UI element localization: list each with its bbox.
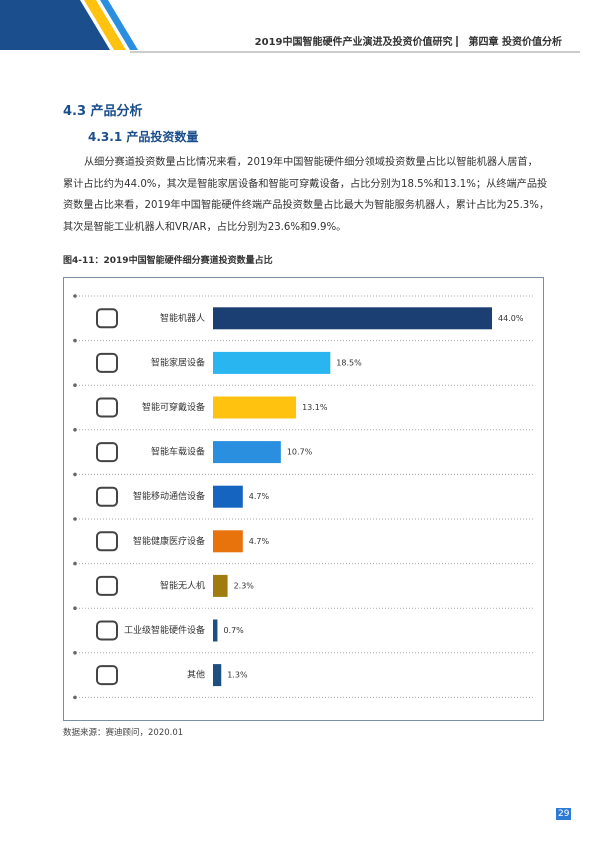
header-decoration — [0, 0, 580, 53]
value-label: 1.3% — [227, 671, 248, 680]
bar — [213, 664, 222, 687]
category-icon — [96, 665, 118, 686]
row-dot — [73, 428, 77, 432]
page-number: 29 — [556, 808, 572, 820]
row-dot — [73, 606, 77, 610]
category-label: 智能移动通信设备 — [133, 490, 205, 502]
paragraph: 从细分赛道投资数量占比情况来看，2019年中国智能硬件细分领域投资数量占比以智能… — [63, 152, 550, 238]
bar — [213, 396, 297, 419]
value-label: 2.3% — [234, 581, 255, 590]
value-label: 18.5% — [336, 358, 362, 367]
category-icon — [96, 352, 118, 373]
category-label: 智能车载设备 — [151, 446, 205, 458]
category-icon — [96, 397, 118, 418]
row-dot — [73, 338, 77, 343]
value-label: 10.7% — [287, 448, 313, 457]
section-title: 4.3 产品分析 — [63, 104, 143, 119]
row-dot — [73, 561, 77, 566]
chart: 智能机器人 44.0% 智能家居设备 18.5% 智能可穿戴设备 13.1% 智能车载设备 1… — [63, 277, 544, 721]
category-icon — [96, 308, 118, 329]
row-dot — [73, 517, 77, 521]
category-icon — [96, 575, 118, 596]
value-label: 4.7% — [249, 492, 270, 501]
bar — [213, 619, 218, 642]
category-label: 智能机器人 — [160, 312, 205, 324]
category-label: 智能家居设备 — [151, 356, 205, 368]
row-dot — [73, 383, 77, 387]
header-chapter: 第四章 投资价值分析 — [468, 37, 562, 48]
category-icon — [96, 531, 118, 552]
category-icon — [96, 442, 118, 463]
value-label: 13.1% — [302, 403, 328, 412]
value-label: 44.0% — [498, 314, 524, 323]
category-label: 智能无人机 — [160, 579, 205, 591]
subsection-title: 4.3.1 产品投资数量 — [88, 130, 199, 144]
category-icon — [96, 486, 118, 507]
paragraph-line: 资数量占比来看，2019年中国智能硬件终端产品投资数量占比最大为智能服务机器人，… — [63, 200, 550, 211]
category-label: 工业级智能硬件设备 — [124, 624, 205, 636]
category-icon — [96, 620, 118, 641]
category-label: 智能可穿戴设备 — [142, 401, 205, 413]
value-label: 0.7% — [223, 626, 244, 635]
bar — [213, 485, 243, 508]
bar — [213, 574, 228, 597]
figure-caption: 图4-11：2019中国智能硬件细分赛道投资数量占比 — [63, 256, 273, 266]
row-dot — [73, 472, 77, 477]
bar — [213, 351, 331, 374]
row-dot — [73, 695, 77, 700]
row-dot — [73, 651, 77, 655]
paragraph-line: 其次是智能工业机器人和VR/AR，占比分别为23.6%和9.9%。 — [63, 221, 347, 233]
row-dot — [73, 294, 77, 298]
source-note: 数据来源：赛迪顾问，2020.01 — [63, 728, 184, 738]
chart-frame — [63, 277, 544, 721]
category-label: 智能健康医疗设备 — [133, 535, 205, 547]
bar — [213, 307, 492, 330]
category-label: 其他 — [187, 669, 205, 681]
header-title: 2019中国智能硬件产业演进及投资价值研究 — [254, 37, 453, 48]
header-text: 2019中国智能硬件产业演进及投资价值研究 第四章 投资价值分析 — [249, 33, 562, 48]
paragraph-line: 从细分赛道投资数量占比情况来看，2019年中国智能硬件细分领域投资数量占比以智能… — [84, 157, 538, 168]
bar — [213, 441, 281, 464]
value-label: 4.7% — [249, 537, 270, 546]
paragraph-line: 累计占比约为44.0%，其次是智能家居设备和智能可穿戴设备，占比分别为18.5%… — [63, 178, 548, 190]
bar — [213, 530, 243, 553]
